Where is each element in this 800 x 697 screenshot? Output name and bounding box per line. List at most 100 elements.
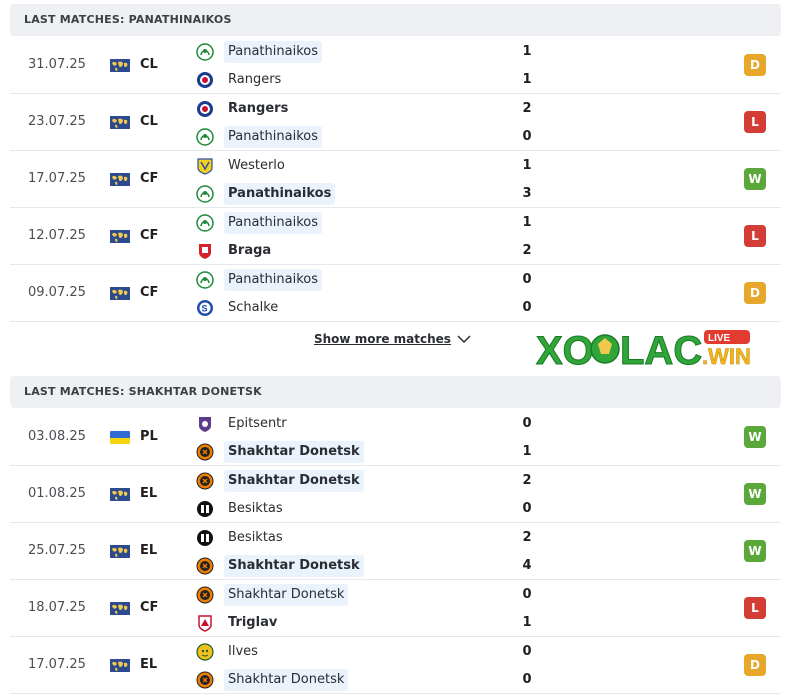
- away-team[interactable]: Besiktas: [196, 498, 287, 520]
- away-team[interactable]: Shakhtar Donetsk: [196, 441, 364, 463]
- result-badge: W: [744, 540, 766, 562]
- home-score: 0: [522, 644, 532, 659]
- match-row[interactable]: 31.07.25 CL Panathinaikos Rangers 1 1 D: [10, 37, 781, 94]
- match-date: 18.07.25: [28, 600, 86, 615]
- epitsentr-logo-icon: [196, 415, 214, 433]
- away-score: 0: [522, 129, 532, 144]
- show-more-matches-button[interactable]: Show more matches: [314, 332, 471, 346]
- svg-text:LIVE: LIVE: [708, 333, 731, 344]
- match-date: 31.07.25: [28, 57, 86, 72]
- match-date: 17.07.25: [28, 171, 86, 186]
- result-badge: L: [744, 597, 766, 619]
- home-team[interactable]: Panathinaikos: [196, 269, 322, 291]
- away-team[interactable]: Shakhtar Donetsk: [196, 555, 364, 577]
- result-badge: D: [744, 282, 766, 304]
- match-date: 17.07.25: [28, 657, 86, 672]
- away-score: 4: [522, 558, 532, 573]
- section-header-shakhtar: LAST MATCHES: SHAKHTAR DONETSK: [10, 376, 781, 408]
- match-row[interactable]: 01.08.25 EL Shakhtar Donetsk Besiktas 2 0 W: [10, 466, 781, 523]
- match-date: 12.07.25: [28, 228, 86, 243]
- home-team[interactable]: Panathinaikos: [196, 212, 322, 234]
- world-icon: [110, 230, 130, 243]
- shakhtar-donetsk-logo-icon: [196, 671, 214, 689]
- home-score: 1: [522, 158, 532, 173]
- panathinaikos-logo-icon: [196, 128, 214, 146]
- home-team-name: Epitsentr: [228, 416, 287, 431]
- match-row[interactable]: 23.07.25 CL Rangers Panathinaikos 2 0 L: [10, 94, 781, 151]
- away-team-name: Besiktas: [228, 501, 283, 516]
- schalke-logo-icon: S: [196, 299, 214, 317]
- match-row[interactable]: 18.07.25 CF Shakhtar Donetsk Triglav 0 1 L: [10, 580, 781, 637]
- xoilac-logo: XO LAC LIVE .WIN: [534, 324, 764, 374]
- shakhtar-donetsk-logo-icon: [196, 472, 214, 490]
- home-team[interactable]: Besiktas: [196, 527, 287, 549]
- competition-label: CF: [140, 228, 159, 243]
- away-team-name: Shakhtar Donetsk: [224, 555, 364, 577]
- home-team[interactable]: Panathinaikos: [196, 41, 322, 63]
- result-badge: W: [744, 168, 766, 190]
- home-score: 0: [522, 272, 532, 287]
- home-team[interactable]: Ilves: [196, 641, 262, 663]
- home-score: 0: [522, 587, 532, 602]
- away-team-name: Triglav: [228, 615, 278, 630]
- away-score: 3: [522, 186, 532, 201]
- ilves-logo-icon: [196, 643, 214, 661]
- home-team[interactable]: Rangers: [196, 98, 292, 120]
- rangers-logo-icon: [196, 71, 214, 89]
- panathinaikos-logo-icon: [196, 271, 214, 289]
- home-team-name: Shakhtar Donetsk: [224, 584, 349, 606]
- chevron-down-icon: [457, 335, 471, 343]
- away-team-name: Schalke: [228, 300, 279, 315]
- home-team[interactable]: Shakhtar Donetsk: [196, 470, 364, 492]
- match-row[interactable]: 03.08.25 PL Epitsentr Shakhtar Donetsk 0 1 W: [10, 409, 781, 466]
- away-team[interactable]: Shakhtar Donetsk: [196, 669, 349, 691]
- away-team[interactable]: Triglav: [196, 612, 281, 634]
- rangers-logo-icon: [196, 100, 214, 118]
- away-team[interactable]: Rangers: [196, 69, 285, 91]
- home-score: 2: [522, 530, 532, 545]
- panathinaikos-logo-icon: [196, 185, 214, 203]
- match-row[interactable]: 09.07.25 CF Panathinaikos S Schalke 0 0 D: [10, 265, 781, 322]
- triglav-logo-icon: [196, 614, 214, 632]
- section-header-panathinaikos: LAST MATCHES: PANATHINAIKOS: [10, 4, 781, 36]
- shakhtar-donetsk-logo-icon: [196, 586, 214, 604]
- result-badge: W: [744, 426, 766, 448]
- competition-label: EL: [140, 657, 158, 672]
- match-date: 23.07.25: [28, 114, 86, 129]
- world-icon: [110, 59, 130, 72]
- result-badge: D: [744, 654, 766, 676]
- home-team-name: Besiktas: [228, 530, 283, 545]
- result-badge: D: [744, 54, 766, 76]
- besiktas-logo-icon: [196, 529, 214, 547]
- home-team[interactable]: Epitsentr: [196, 413, 291, 435]
- match-row[interactable]: 17.07.25 CF Westerlo Panathinaikos 1 3 W: [10, 151, 781, 208]
- home-score: 2: [522, 101, 532, 116]
- competition-label: EL: [140, 486, 158, 501]
- home-score: 1: [522, 215, 532, 230]
- home-team[interactable]: Westerlo: [196, 155, 289, 177]
- match-row[interactable]: 12.07.25 CF Panathinaikos Braga 1 2 L: [10, 208, 781, 265]
- match-row[interactable]: 17.07.25 EL Ilves Shakhtar Donetsk 0 0 D: [10, 637, 781, 694]
- show-more-label: Show more matches: [314, 332, 451, 346]
- away-team[interactable]: S Schalke: [196, 297, 282, 319]
- home-team-name: Rangers: [228, 101, 289, 116]
- home-score: 2: [522, 473, 532, 488]
- home-team-name: Panathinaikos: [224, 41, 322, 63]
- svg-text:S: S: [202, 304, 208, 314]
- world-icon: [110, 545, 130, 558]
- match-date: 09.07.25: [28, 285, 86, 300]
- home-score: 1: [522, 44, 532, 59]
- match-row[interactable]: 25.07.25 EL Besiktas Shakhtar Donetsk 2 4 W: [10, 523, 781, 580]
- away-score: 2: [522, 243, 532, 258]
- home-team-name: Panathinaikos: [224, 212, 322, 234]
- away-team[interactable]: Braga: [196, 240, 275, 262]
- away-team[interactable]: Panathinaikos: [196, 126, 322, 148]
- ukraine-flag-icon: [110, 431, 130, 444]
- home-team[interactable]: Shakhtar Donetsk: [196, 584, 349, 606]
- away-team-name: Shakhtar Donetsk: [224, 669, 349, 691]
- away-team[interactable]: Panathinaikos: [196, 183, 336, 205]
- world-icon: [110, 602, 130, 615]
- home-score: 0: [522, 416, 532, 431]
- world-icon: [110, 116, 130, 129]
- shakhtar-donetsk-logo-icon: [196, 443, 214, 461]
